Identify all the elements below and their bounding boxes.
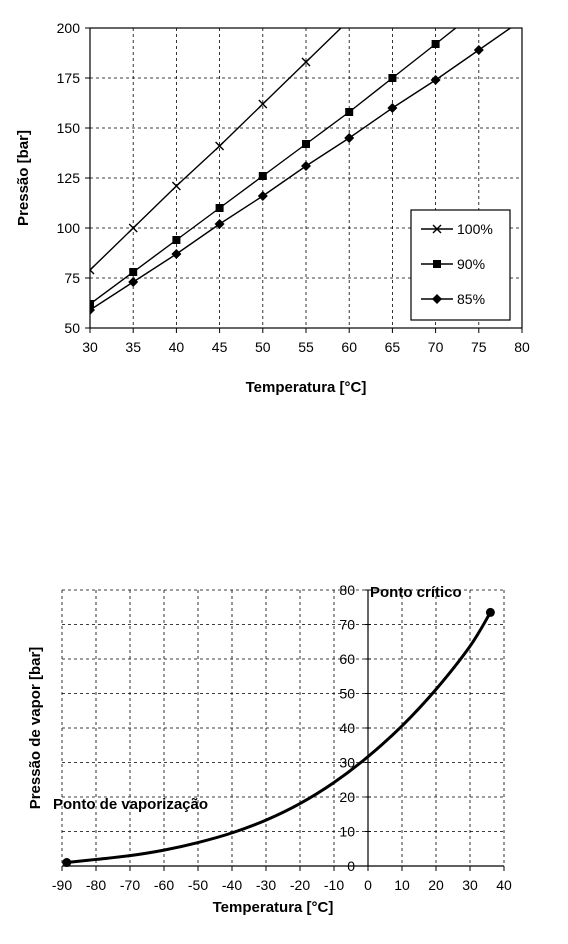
data-point-90% xyxy=(431,40,440,48)
data-point-100%-stroke-b xyxy=(128,223,138,233)
legend-marker xyxy=(433,260,441,268)
data-point-85% xyxy=(387,103,398,113)
vaporization-point xyxy=(62,858,72,868)
data-point-100%-stroke-b xyxy=(90,265,95,271)
x-tick-label: 80 xyxy=(514,339,530,355)
data-point-90% xyxy=(388,74,397,82)
data-point-85% xyxy=(128,277,139,287)
data-point-90% xyxy=(172,236,181,244)
chart-pressure-vs-temperature: 50 75 100 125 150 175 200 30 35 40 45 50 55 60 65 70 75 8… xyxy=(15,20,530,396)
annotation-vaporization-point: Ponto de vaporização xyxy=(53,796,208,813)
data-point-100% xyxy=(171,181,181,191)
legend: 100% 90% 85% xyxy=(410,209,511,321)
y-tick-label: 75 xyxy=(64,270,80,286)
x-tick-label: 50 xyxy=(255,339,271,355)
data-point-85% xyxy=(301,161,311,171)
y-tick-label: 60 xyxy=(339,651,355,667)
legend-marker-stroke-b xyxy=(432,224,442,234)
data-point-90% xyxy=(129,268,138,276)
y-tick-label: 40 xyxy=(339,720,355,736)
x-tick-label: -30 xyxy=(256,877,276,893)
data-point-100%-stroke-b xyxy=(215,141,225,151)
y-tick-label: 50 xyxy=(64,320,80,336)
critical-point xyxy=(485,607,495,617)
data-point-100% xyxy=(258,99,268,109)
y-tick-label: 20 xyxy=(339,789,355,805)
x-tick-label: 20 xyxy=(428,877,444,893)
x-tick-label: 30 xyxy=(82,339,98,355)
x-tick-label: 55 xyxy=(298,339,314,355)
x-tick-label: 70 xyxy=(428,339,444,355)
data-point-100%-stroke-b xyxy=(171,181,181,191)
data-point-85% xyxy=(473,45,484,55)
data-point-90% xyxy=(258,172,267,180)
data-point-90% xyxy=(215,204,224,212)
y-tick-label: 100 xyxy=(57,220,81,236)
x-tick-label: -60 xyxy=(154,877,174,893)
data-point-100%-stroke-b xyxy=(258,99,268,109)
data-point-85% xyxy=(430,75,441,85)
y-tick-label: 70 xyxy=(339,617,355,633)
legend-label: 85% xyxy=(457,291,485,307)
vapor-pressure-curve xyxy=(66,611,492,865)
x-axis-label: Temperatura [°C] xyxy=(213,899,334,916)
data-point-85% xyxy=(344,133,355,143)
x-tick-label: -20 xyxy=(290,877,310,893)
x-tick-label: 65 xyxy=(385,339,401,355)
y-tick-label: 150 xyxy=(57,120,81,136)
x-tick-label: -70 xyxy=(120,877,140,893)
y-tick-label: 30 xyxy=(339,755,355,771)
x-tick-label: -90 xyxy=(52,877,72,893)
x-tick-label: 30 xyxy=(462,877,478,893)
y-tick-label: 200 xyxy=(57,20,81,36)
x-tick-label: 40 xyxy=(496,877,512,893)
annotation-critical-point: Ponto crítico xyxy=(370,584,462,601)
y-tick-label: 10 xyxy=(339,824,355,840)
y-axis-label: Pressão [bar] xyxy=(15,130,32,226)
data-point-100% xyxy=(90,265,95,275)
data-point-85% xyxy=(214,219,225,229)
data-point-90% xyxy=(345,108,354,116)
legend-label: 100% xyxy=(457,221,493,237)
data-point-100% xyxy=(301,57,311,67)
y-axis-label: Pressão de vapor [bar] xyxy=(27,647,44,810)
y-tick-label: 50 xyxy=(339,686,355,702)
data-point-100%-stroke-b xyxy=(301,57,311,67)
x-axis-label: Temperatura [°C] xyxy=(246,379,367,396)
x-tick-label: 75 xyxy=(471,339,487,355)
legend-label: 90% xyxy=(457,256,485,272)
y-tick-label: 175 xyxy=(57,70,81,86)
data-point-90% xyxy=(302,140,310,148)
x-tick-label: -10 xyxy=(324,877,344,893)
series-line-90% xyxy=(90,28,457,305)
data-point-85% xyxy=(90,305,95,315)
x-tick-label: -50 xyxy=(188,877,208,893)
y-tick-label: 80 xyxy=(339,582,355,598)
x-tick-label: 40 xyxy=(169,339,185,355)
x-tick-label: 45 xyxy=(212,339,228,355)
data-point-100% xyxy=(128,223,138,233)
legend-marker xyxy=(432,294,442,304)
data-point-85% xyxy=(257,191,268,201)
x-tick-label: -40 xyxy=(222,877,242,893)
data-point-100% xyxy=(215,141,225,151)
series-group xyxy=(90,28,512,315)
y-tick-label: 125 xyxy=(57,170,81,186)
x-tick-label: -80 xyxy=(86,877,106,893)
legend-marker xyxy=(432,224,442,234)
data-point-85% xyxy=(171,249,182,259)
x-tick-label: 35 xyxy=(125,339,141,355)
x-tick-label: 10 xyxy=(394,877,410,893)
y-tick-label: 0 xyxy=(347,858,355,874)
x-tick-label: 0 xyxy=(364,877,372,893)
data-point-100%-stroke-a xyxy=(90,269,95,275)
x-tick-label: 60 xyxy=(341,339,357,355)
data-point-90% xyxy=(90,300,94,308)
